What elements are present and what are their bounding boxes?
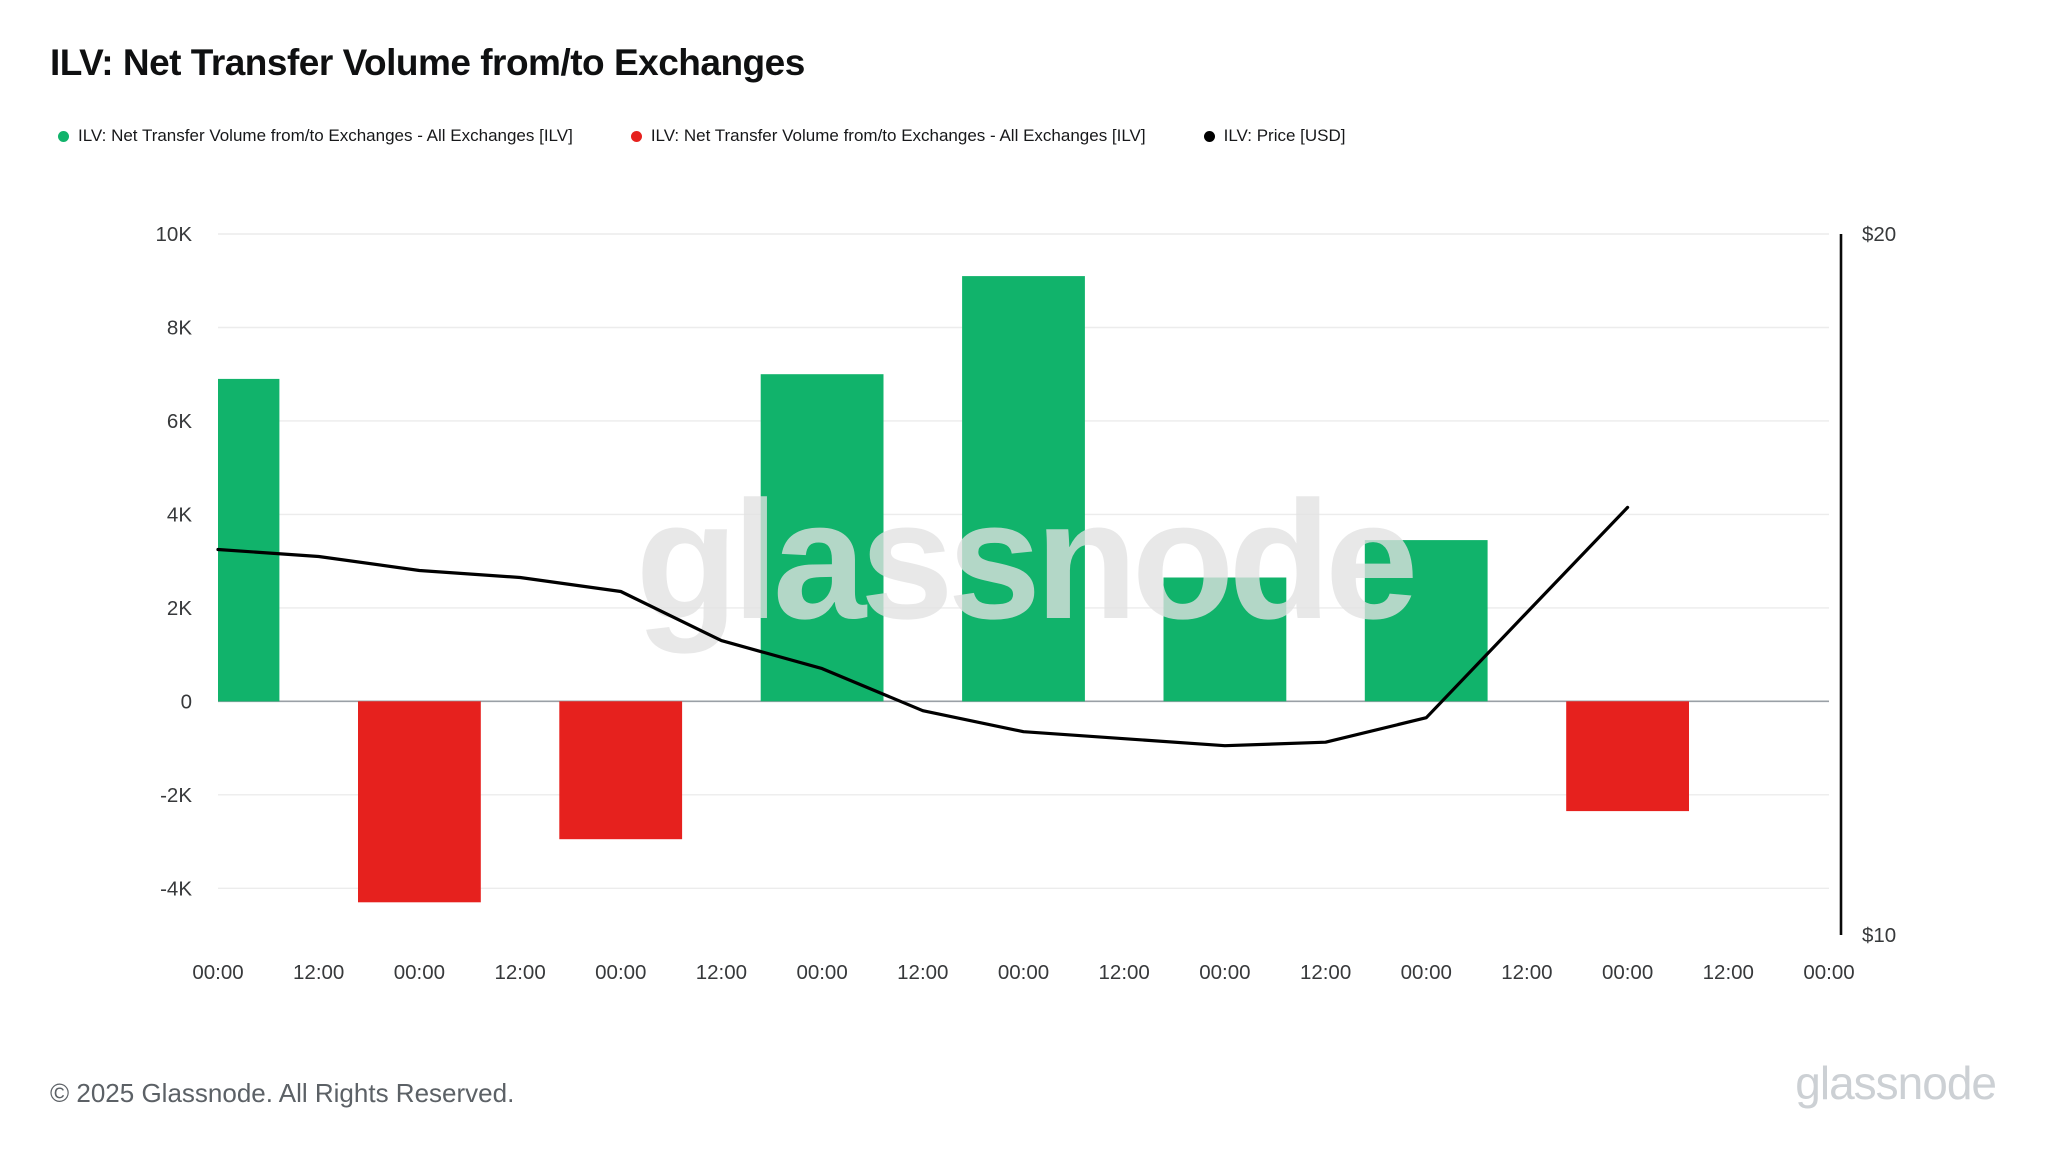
x-axis-tick-label: 00:00 bbox=[1602, 961, 1653, 984]
x-axis-tick-label: 12:00 bbox=[1703, 961, 1754, 984]
x-axis-tick-label: 12:00 bbox=[1300, 961, 1351, 984]
x-axis-tick-label: 00:00 bbox=[1199, 961, 1250, 984]
legend-label-price: ILV: Price [USD] bbox=[1223, 126, 1346, 145]
x-axis-tick-label: 00:00 bbox=[796, 961, 847, 984]
left-axis-tick-label: 4K bbox=[167, 503, 192, 526]
legend-item-net-volume-outflow[interactable]: ILV: Net Transfer Volume from/to Exchang… bbox=[630, 126, 1146, 146]
bar-negative[interactable] bbox=[559, 701, 683, 840]
legend-label-net-volume-outflow: ILV: Net Transfer Volume from/to Exchang… bbox=[650, 126, 1146, 145]
x-axis-tick-label: 12:00 bbox=[494, 961, 545, 984]
bar-positive[interactable] bbox=[157, 378, 280, 702]
left-axis-tick-label: 6K bbox=[167, 410, 192, 433]
footer-copyright: © 2025 Glassnode. All Rights Reserved. bbox=[50, 1078, 515, 1108]
legend-item-price[interactable]: ILV: Price [USD] bbox=[1203, 126, 1346, 146]
legend-dot-black-icon bbox=[1203, 130, 1215, 142]
left-axis-tick-label: 10K bbox=[156, 223, 193, 246]
left-axis-tick-label: 0 bbox=[181, 690, 192, 713]
bar-positive[interactable] bbox=[1163, 577, 1287, 702]
x-axis-tick-label: 00:00 bbox=[1803, 961, 1854, 984]
x-axis-tick-label: 12:00 bbox=[293, 961, 344, 984]
x-axis-tick-label: 12:00 bbox=[1501, 961, 1552, 984]
x-axis-tick-label: 00:00 bbox=[394, 961, 445, 984]
left-axis-tick-label: 8K bbox=[167, 317, 192, 340]
bar-negative[interactable] bbox=[1566, 701, 1689, 812]
x-axis-tick-label: 12:00 bbox=[1099, 961, 1150, 984]
page-title: ILV: Net Transfer Volume from/to Exchang… bbox=[50, 42, 805, 83]
x-axis-tick-label: 12:00 bbox=[696, 961, 747, 984]
x-axis-tick-label: 00:00 bbox=[192, 961, 243, 984]
glassnode-logo: glassnode bbox=[1795, 1057, 1997, 1109]
price-line bbox=[216, 505, 1630, 748]
x-axis-tick-label: 00:00 bbox=[998, 961, 1049, 984]
chart-legend: ILV: Net Transfer Volume from/to Exchang… bbox=[58, 126, 1346, 146]
right-axis-tick-label: $10 bbox=[1862, 924, 1896, 947]
right-axis-tick-label: $20 bbox=[1862, 223, 1896, 246]
bar-positive[interactable] bbox=[962, 276, 1085, 702]
legend-dot-green-icon bbox=[58, 130, 69, 142]
bar-negative[interactable] bbox=[358, 701, 481, 903]
left-axis-tick-label: 2K bbox=[167, 597, 192, 620]
legend-dot-red-icon bbox=[630, 130, 642, 142]
x-axis-tick-label: 12:00 bbox=[897, 961, 948, 984]
legend-label-net-volume-inflow: ILV: Net Transfer Volume from/to Exchang… bbox=[78, 126, 573, 145]
watermark-glassnode: glassnode bbox=[636, 466, 1413, 654]
bar-positive[interactable] bbox=[760, 374, 884, 702]
x-axis-tick-label: 00:00 bbox=[1401, 961, 1452, 984]
legend-item-net-volume-inflow[interactable]: ILV: Net Transfer Volume from/to Exchang… bbox=[58, 126, 573, 146]
left-axis-tick-label: -4K bbox=[160, 877, 192, 900]
x-axis-tick-label: 00:00 bbox=[595, 961, 646, 984]
left-axis-tick-label: -2K bbox=[160, 784, 192, 807]
